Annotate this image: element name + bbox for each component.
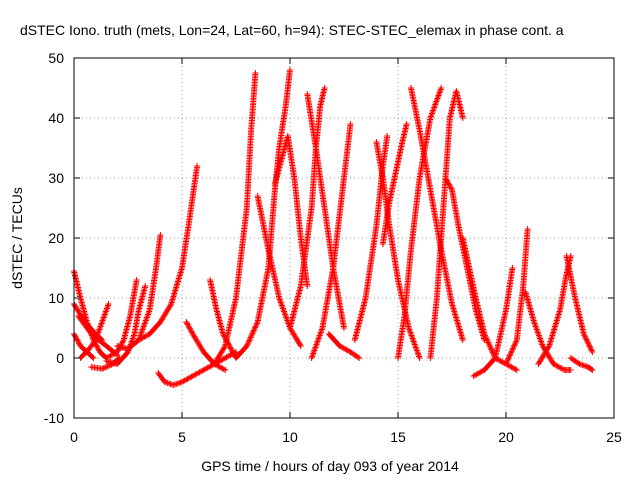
x-axis-label: GPS time / hours of day 093 of year 2014 xyxy=(201,458,459,474)
series-14 xyxy=(207,277,239,361)
y-tick-label: 40 xyxy=(48,110,64,126)
x-tick-label: 20 xyxy=(498,429,514,445)
x-tick-label: 0 xyxy=(70,429,78,445)
series-markers xyxy=(254,193,304,349)
series-markers xyxy=(459,235,520,373)
series-25 xyxy=(395,85,445,361)
chart-title: dSTEC Iono. truth (mets, Lon=24, Lat=60,… xyxy=(20,22,564,38)
series-markers xyxy=(522,289,574,373)
y-tick-label: 0 xyxy=(56,350,64,366)
series-markers xyxy=(395,85,445,361)
series-18 xyxy=(287,85,328,331)
y-tick-label: 10 xyxy=(48,290,64,306)
series-20 xyxy=(308,121,354,361)
series-35 xyxy=(567,355,596,373)
series-markers xyxy=(325,331,363,361)
series-11 xyxy=(135,163,201,343)
x-tick-label: 15 xyxy=(390,429,406,445)
series-markers xyxy=(233,67,293,361)
series-markers xyxy=(351,133,391,343)
y-tick-label: 20 xyxy=(48,230,64,246)
series-15 xyxy=(233,67,293,361)
series-31 xyxy=(503,226,531,367)
series-markers xyxy=(135,163,201,343)
y-axis-label: dSTEC / TECUs xyxy=(9,187,25,289)
series-markers xyxy=(155,349,239,388)
y-tick-label: 30 xyxy=(48,170,64,186)
series-5 xyxy=(75,313,121,358)
series-19 xyxy=(304,91,347,331)
axis-ticks xyxy=(73,57,615,419)
series-markers xyxy=(563,253,596,355)
series-21 xyxy=(325,331,363,361)
x-tick-label: 25 xyxy=(606,429,622,445)
series-markers xyxy=(503,226,531,367)
series-32 xyxy=(522,289,574,373)
series-26 xyxy=(407,85,466,343)
series-24 xyxy=(379,121,410,247)
series-34 xyxy=(563,253,596,355)
series-markers xyxy=(470,265,516,379)
series-markers xyxy=(407,85,466,343)
y-tick-label: 50 xyxy=(48,50,64,66)
x-tick-label: 10 xyxy=(282,429,298,445)
series-markers xyxy=(304,91,347,331)
series-8 xyxy=(88,355,123,372)
series-27 xyxy=(427,88,466,361)
y-tick-label: -10 xyxy=(44,410,64,426)
series-markers xyxy=(308,121,354,361)
grid-lines xyxy=(74,58,614,418)
series-30 xyxy=(470,265,516,379)
series-29 xyxy=(459,235,520,373)
series-markers xyxy=(567,355,596,373)
series-markers xyxy=(75,313,121,358)
series-16 xyxy=(254,193,304,349)
tick-labels: 0 5 10 15 20 25 -10 0 10 20 30 40 50 xyxy=(44,50,622,445)
series-markers xyxy=(207,277,239,361)
series-markers xyxy=(114,232,164,352)
data-markers xyxy=(71,67,596,388)
x-tick-label: 5 xyxy=(178,429,186,445)
series-markers xyxy=(88,355,123,372)
series-22 xyxy=(351,133,391,343)
series-markers xyxy=(427,88,466,361)
series-10 xyxy=(155,349,239,388)
series-9 xyxy=(114,232,164,352)
series-markers xyxy=(287,85,328,331)
series-markers xyxy=(379,121,410,247)
